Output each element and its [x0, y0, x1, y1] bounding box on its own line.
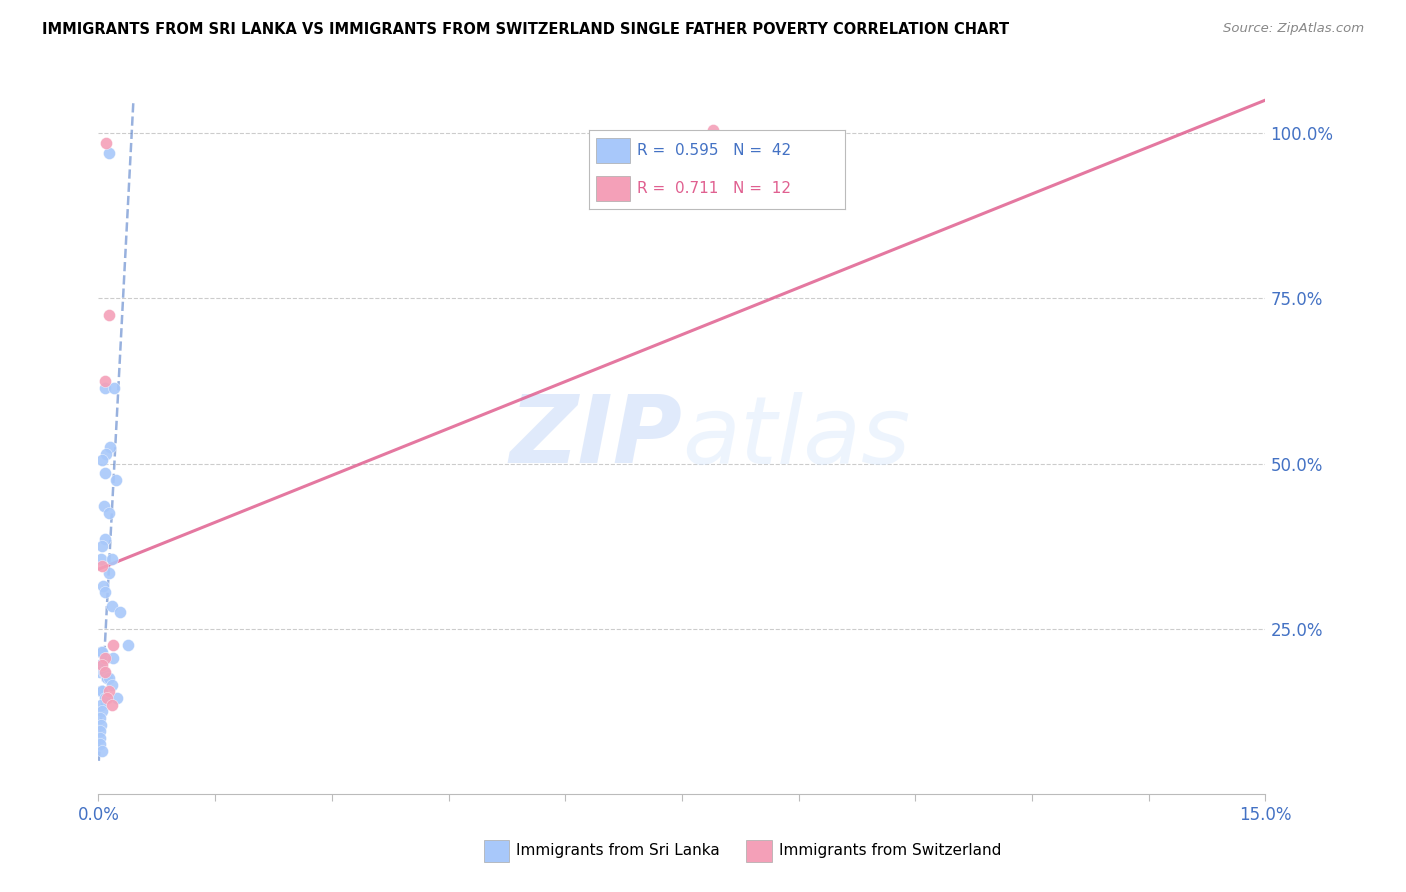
Point [94, 533, 117, 547]
Point [93, 665, 115, 679]
Point [90, 645, 112, 659]
Point [93, 665, 115, 679]
FancyBboxPatch shape [747, 840, 772, 862]
Point [96, 651, 118, 665]
Point [96, 671, 118, 685]
Point [97, 566, 120, 580]
Point [98, 308, 121, 322]
Point [93, 467, 115, 481]
Point [108, 605, 131, 619]
Point [94, 585, 117, 599]
Point [89, 737, 111, 751]
Point [97, 145, 120, 160]
Point [90, 552, 112, 566]
Point [100, 678, 122, 692]
Point [93, 500, 115, 514]
Point [96, 136, 118, 150]
Point [117, 638, 139, 652]
Point [90, 684, 112, 698]
Point [91, 453, 114, 467]
Text: Immigrants from Sri Lanka: Immigrants from Sri Lanka [516, 844, 720, 858]
Point [90, 744, 112, 758]
Point [93, 380, 115, 394]
Point [90, 645, 112, 659]
Point [97, 506, 120, 520]
Point [90, 558, 112, 573]
Point [98, 684, 121, 698]
Point [94, 651, 117, 665]
Point [98, 671, 121, 685]
Point [103, 380, 125, 394]
Text: ZIP: ZIP [509, 391, 682, 483]
Point [105, 691, 128, 706]
Point [89, 658, 111, 673]
Point [100, 698, 122, 712]
Text: Source: ZipAtlas.com: Source: ZipAtlas.com [1223, 22, 1364, 36]
Point [90, 539, 112, 553]
Point [702, 123, 724, 137]
Point [91, 658, 114, 673]
Point [96, 447, 118, 461]
Point [96, 691, 118, 706]
Point [100, 599, 122, 613]
FancyBboxPatch shape [484, 840, 509, 862]
Point [90, 698, 112, 712]
Point [89, 731, 111, 745]
Text: Immigrants from Switzerland: Immigrants from Switzerland [779, 844, 1001, 858]
Point [101, 552, 124, 566]
Point [98, 440, 121, 454]
Point [89, 665, 111, 679]
Point [103, 651, 125, 665]
Text: IMMIGRANTS FROM SRI LANKA VS IMMIGRANTS FROM SWITZERLAND SINGLE FATHER POVERTY C: IMMIGRANTS FROM SRI LANKA VS IMMIGRANTS … [42, 22, 1010, 37]
Point [91, 579, 114, 593]
Point [104, 473, 127, 487]
Point [89, 724, 111, 739]
Point [94, 374, 117, 388]
Point [91, 684, 114, 698]
Point [93, 691, 115, 706]
Point [103, 638, 125, 652]
Point [91, 704, 114, 718]
Point [89, 711, 111, 725]
Text: atlas: atlas [682, 392, 910, 483]
Point [90, 717, 112, 731]
